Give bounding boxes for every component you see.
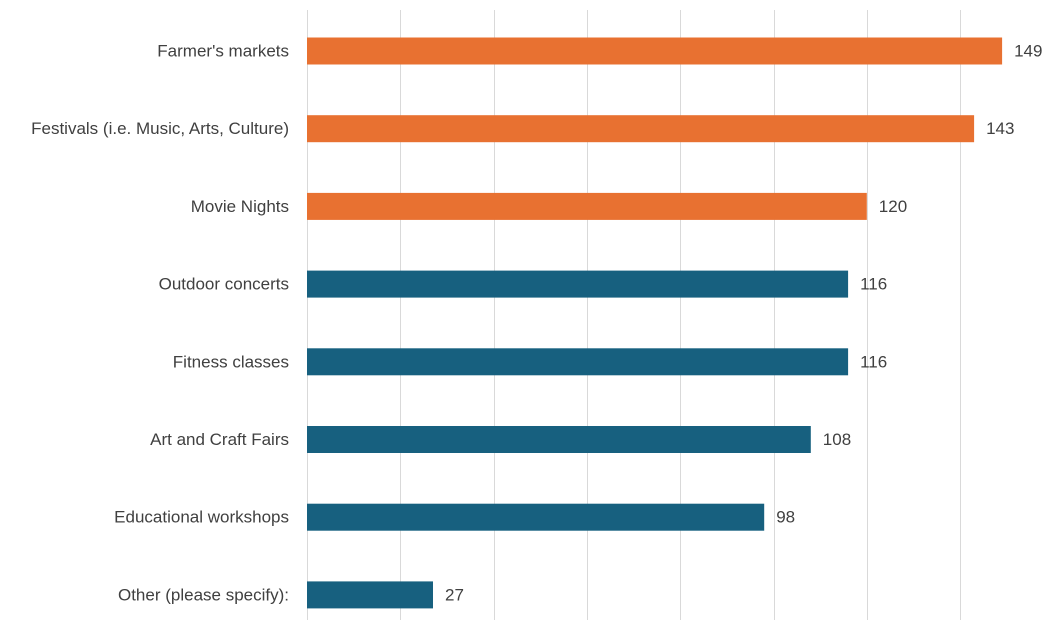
bar-4: [307, 348, 849, 376]
data-label-3: 116: [860, 275, 887, 294]
category-label-0: Farmer's markets: [157, 42, 289, 61]
bars: [307, 37, 1003, 609]
data-labels: 149 143 120 116 116 108 98 27: [445, 42, 1042, 605]
category-label-7: Other (please specify):: [118, 585, 289, 604]
category-label-2: Movie Nights: [191, 197, 289, 216]
data-label-7: 27: [445, 585, 464, 604]
bar-6: [307, 503, 765, 531]
data-label-4: 116: [860, 352, 887, 371]
category-label-1: Festivals (i.e. Music, Arts, Culture): [31, 119, 289, 138]
gridlines: [307, 10, 961, 620]
category-labels: Farmer's markets Festivals (i.e. Music, A…: [31, 42, 289, 605]
category-label-4: Fitness classes: [173, 352, 289, 371]
data-label-2: 120: [879, 197, 907, 216]
category-label-3: Outdoor concerts: [159, 275, 289, 294]
data-label-5: 108: [823, 430, 851, 449]
bar-7: [307, 581, 433, 609]
data-label-0: 149: [1014, 42, 1042, 61]
category-label-6: Educational workshops: [114, 508, 289, 527]
data-label-1: 143: [986, 119, 1014, 138]
bar-3: [307, 270, 849, 298]
bar-2: [307, 192, 867, 220]
category-label-5: Art and Craft Fairs: [150, 430, 289, 449]
data-label-6: 98: [776, 508, 795, 527]
bar-0: [307, 37, 1003, 65]
bar-5: [307, 426, 811, 453]
bar-1: [307, 115, 975, 143]
